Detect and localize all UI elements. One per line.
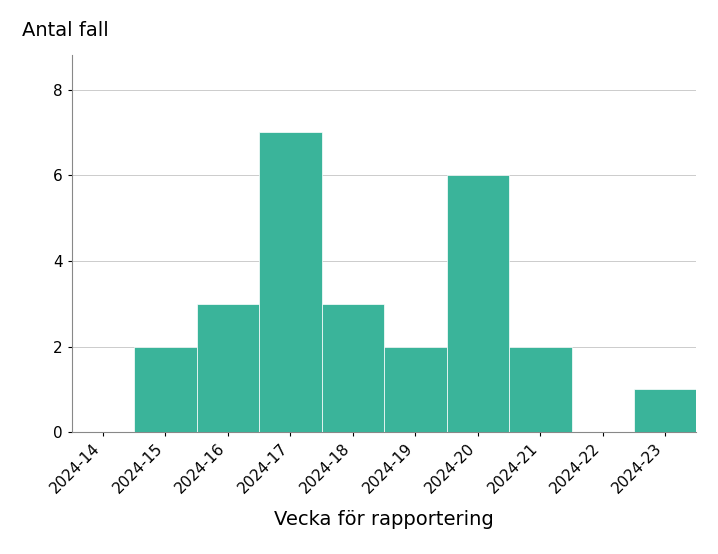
Bar bbox=[259, 132, 322, 432]
Bar bbox=[322, 304, 384, 432]
Bar bbox=[134, 346, 197, 432]
X-axis label: Vecka för rapportering: Vecka för rapportering bbox=[274, 510, 494, 530]
Bar bbox=[447, 175, 509, 432]
Bar bbox=[634, 389, 696, 432]
Text: Antal fall: Antal fall bbox=[22, 22, 108, 40]
Bar bbox=[197, 304, 259, 432]
Bar bbox=[509, 346, 572, 432]
Bar bbox=[384, 346, 447, 432]
